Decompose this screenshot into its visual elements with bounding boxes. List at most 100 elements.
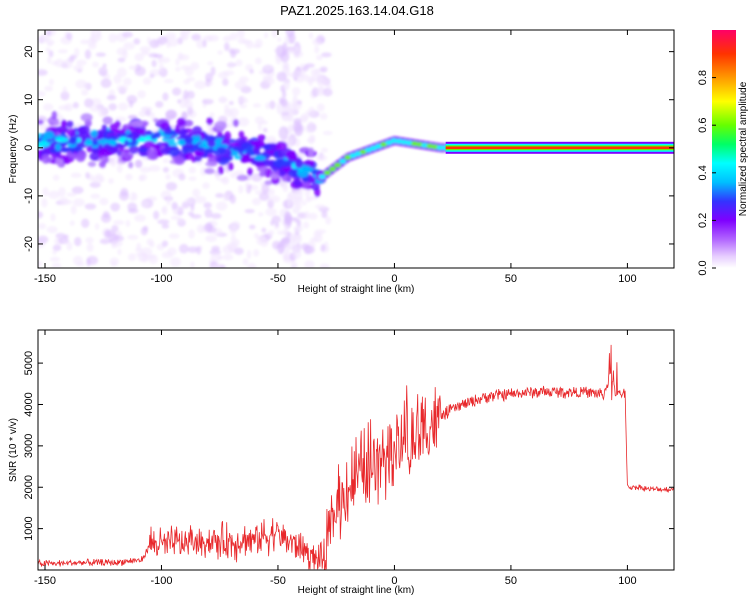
noise-blob <box>161 223 170 229</box>
band-blob <box>275 141 288 152</box>
x-tick-label: -150 <box>34 273 56 285</box>
snr-axes: -150 -100 -50 0 50 100 1000 2000 3000 4000 5000 <box>23 330 674 587</box>
noise-blob <box>222 78 229 87</box>
band-blob <box>38 141 50 148</box>
spectrogram-ylabel: Frequency (Hz) <box>8 115 19 184</box>
noise-blob <box>228 101 234 106</box>
band-blob <box>91 137 99 146</box>
noise-blob <box>66 192 77 197</box>
band-blob <box>181 146 194 155</box>
band-blob <box>57 154 70 160</box>
noise-blob <box>92 61 99 68</box>
x-tick-label: 50 <box>505 575 517 587</box>
band-blob <box>294 159 304 169</box>
noise-blob <box>308 106 316 116</box>
band-blob <box>195 151 205 157</box>
noise-blob <box>292 87 301 96</box>
noise-blob <box>171 87 182 96</box>
noise-blob <box>94 223 100 230</box>
noise-blob <box>184 67 194 76</box>
noise-blob <box>99 238 111 245</box>
x-tick-label: 0 <box>391 273 397 285</box>
noise-blob <box>125 173 133 181</box>
x-tick-label: -100 <box>150 575 172 587</box>
noise-blob <box>259 192 270 201</box>
band-blob <box>115 128 126 134</box>
band-blob <box>204 168 215 175</box>
noise-blob <box>224 123 236 128</box>
noise-blob <box>254 57 262 65</box>
noise-blob <box>80 89 89 96</box>
noise-blob <box>57 49 68 54</box>
noise-blob <box>165 173 171 180</box>
noise-blob <box>264 32 269 39</box>
noise-blob <box>72 255 84 266</box>
band-blob <box>117 144 127 149</box>
band-blob <box>215 154 222 163</box>
noise-blob <box>64 103 73 112</box>
noise-blob <box>52 174 60 181</box>
band-blob <box>152 144 161 150</box>
noise-blob <box>148 254 159 265</box>
colorbar-tick-label: 0.4 <box>697 165 709 180</box>
x-tick-label: -50 <box>270 575 286 587</box>
noise-blob <box>178 173 186 181</box>
noise-blob <box>81 218 90 228</box>
noise-blob <box>116 67 127 78</box>
noise-blob <box>157 219 170 225</box>
trace-core <box>364 147 372 153</box>
band-blob <box>183 119 194 127</box>
band-blob <box>224 131 232 141</box>
noise-blob <box>196 224 205 234</box>
noise-blob <box>166 196 171 206</box>
noise-blob <box>311 134 316 142</box>
noise-blob <box>282 90 287 99</box>
noise-blob <box>176 218 185 224</box>
band-blob <box>90 129 98 138</box>
noise-blob <box>171 201 178 210</box>
band-blob <box>227 162 234 171</box>
noise-blob <box>185 30 191 35</box>
noise-blob <box>257 121 262 131</box>
noise-blob <box>48 78 54 86</box>
noise-blob <box>286 198 291 209</box>
noise-blob <box>238 185 244 194</box>
noise-blob <box>284 210 292 224</box>
band-blob <box>238 148 244 156</box>
noise-blob <box>100 78 112 89</box>
noise-blob <box>192 188 201 198</box>
band-blob <box>143 140 156 149</box>
noise-blob <box>196 38 205 49</box>
colorbar-tick-label: 0.8 <box>697 70 709 85</box>
band-blob <box>41 153 51 164</box>
noise-blob <box>116 47 127 56</box>
noise-blob <box>38 261 42 267</box>
noise-blob <box>190 62 200 71</box>
noise-blob <box>165 182 178 191</box>
noise-blob <box>202 98 214 105</box>
noise-blob <box>253 233 259 239</box>
noise-blob <box>252 103 261 108</box>
noise-blob <box>56 115 64 121</box>
band-blob <box>66 120 74 128</box>
noise-blob <box>134 214 146 222</box>
band-blob <box>128 115 138 120</box>
band-blob <box>205 161 218 167</box>
trace-core <box>385 140 393 146</box>
noise-blob <box>191 33 201 41</box>
noise-blob <box>38 90 46 97</box>
band-blob <box>68 137 77 145</box>
noise-blob <box>229 32 238 41</box>
noise-blob <box>128 100 134 108</box>
band-blob <box>285 150 297 161</box>
trace-core <box>436 145 444 151</box>
band-blob <box>107 139 115 146</box>
noise-blob <box>268 229 275 236</box>
noise-blob <box>142 225 149 232</box>
noise-blob <box>305 128 315 133</box>
noise-blob <box>89 105 102 112</box>
noise-blob <box>322 130 333 136</box>
colorbar-tick-label: 0.0 <box>697 260 709 275</box>
noise-blob <box>227 61 235 69</box>
